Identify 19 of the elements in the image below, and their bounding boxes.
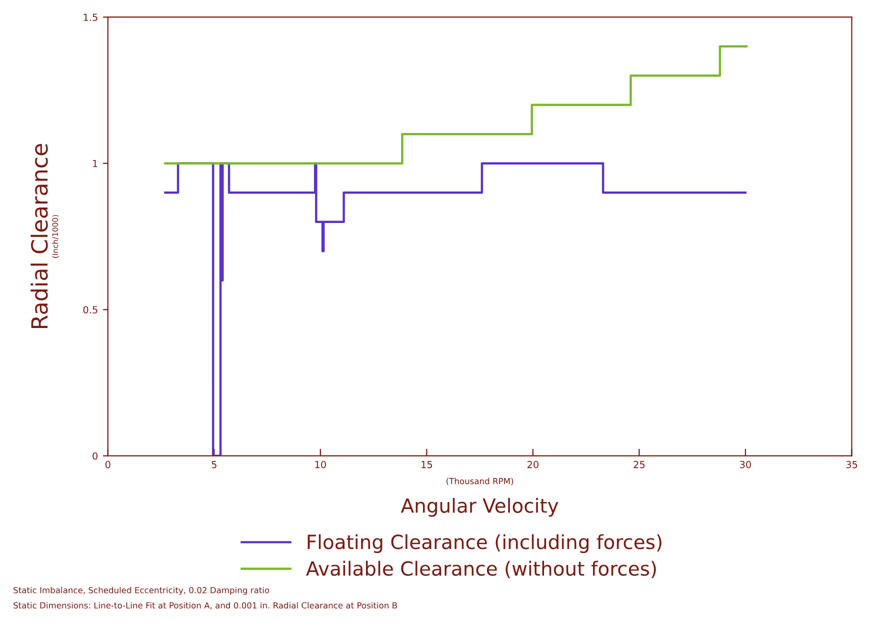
- x-tick-label: 5: [212, 461, 216, 468]
- x-tick-label: 20: [527, 460, 538, 468]
- y-tick-label: 1.5: [84, 14, 98, 21]
- legend-label: Available Clearance (without forces): [306, 560, 656, 578]
- y-tick-label: 1: [93, 160, 98, 168]
- x-axis-title: Angular Velocity: [400, 498, 558, 517]
- y-axis-title: Radial Clearance: [30, 144, 48, 328]
- x-tick-label: 0: [105, 460, 110, 468]
- y-tick-label: 0: [92, 452, 98, 460]
- y-tick-label: 0.5: [83, 306, 98, 314]
- text: Static Imbalance, Scheduled Eccentricity, 0.02 Damping ratio: [14, 586, 270, 595]
- text: Static Dimensions: Line-to-Line Fit at Position A, and 0.001 in. Radial Clearance at Position B: [14, 602, 397, 610]
- x-tick-label: 25: [634, 460, 645, 468]
- text: (Thousand RPM): [446, 478, 514, 486]
- legend-label: Floating Clearance (including forces): [308, 534, 662, 554]
- x-tick-label: 10: [315, 460, 326, 468]
- x-tick-label: 30: [740, 460, 752, 468]
- x-tick-label: 35: [846, 460, 858, 468]
- x-tick-label: 15: [422, 461, 432, 468]
